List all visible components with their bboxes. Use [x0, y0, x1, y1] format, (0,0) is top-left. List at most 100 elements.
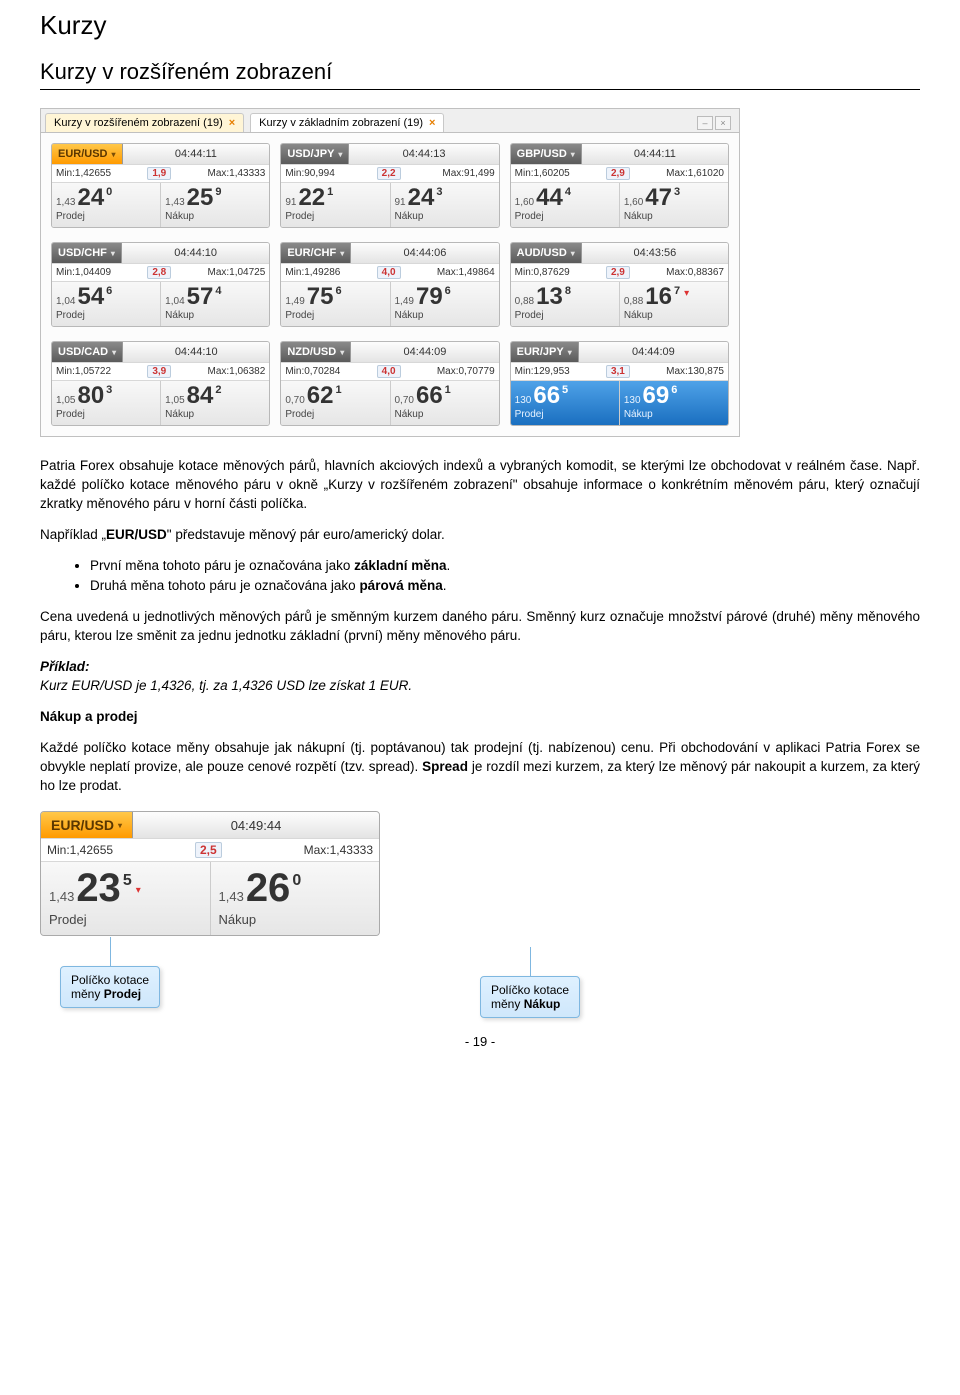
price-prefix: 1,43: [219, 889, 244, 904]
buy-label: Nákup: [624, 409, 724, 420]
callout-buy: Políčko kotace měny Nákup: [480, 976, 580, 1018]
buy-price-cell[interactable]: 0,70 66 1 Nákup: [390, 381, 499, 425]
pair-selector[interactable]: USD/JPY ▾: [281, 144, 349, 164]
down-arrow-icon: ▾: [684, 288, 689, 299]
price-prefix: 91: [285, 197, 296, 208]
spread-value: 2,9: [606, 167, 630, 180]
paragraph: Patria Forex obsahuje kotace měnových pá…: [40, 457, 920, 514]
sell-label: Prodej: [49, 912, 202, 927]
price-big: 25: [187, 186, 214, 210]
price-big: 62: [307, 384, 334, 408]
buy-price-cell[interactable]: 1,60 47 3 Nákup: [619, 183, 728, 227]
pair-selector[interactable]: NZD/USD ▾: [281, 342, 351, 362]
price-pip: 5: [562, 384, 568, 396]
pair-label: USD/JPY: [287, 148, 334, 160]
quote-tile: USD/JPY ▾ 04:44:13 Min:90,994 2,2 Max:91…: [280, 143, 499, 228]
quote-time: 04:44:09: [351, 342, 498, 362]
sell-price-cell[interactable]: 91 22 1 Prodej: [281, 183, 389, 227]
paragraph: Cena uvedená u jednotlivých měnových pár…: [40, 608, 920, 646]
price-pip: 0: [106, 186, 112, 198]
sell-price-cell[interactable]: 1,05 80 3 Prodej: [52, 381, 160, 425]
buy-label: Nákup: [219, 912, 372, 927]
buy-price-cell[interactable]: 1,49 79 6 Nákup: [390, 282, 499, 326]
pair-selector[interactable]: EUR/JPY ▾: [511, 342, 579, 362]
window-controls: – ×: [697, 116, 735, 130]
min-value: Min:0,87629: [515, 267, 570, 278]
quote-time: 04:44:11: [582, 144, 728, 164]
bullet-list: První měna tohoto páru je označována jak…: [90, 557, 920, 597]
pair-selector[interactable]: GBP/USD ▾: [511, 144, 582, 164]
sell-price-cell[interactable]: 130 66 5 Prodej: [511, 381, 619, 425]
minimize-icon[interactable]: –: [697, 116, 713, 130]
price-prefix: 1,05: [165, 395, 184, 406]
pair-selector[interactable]: USD/CHF ▾: [52, 243, 122, 263]
price-big: 22: [298, 186, 325, 210]
pair-selector[interactable]: EUR/USD ▾: [52, 144, 123, 164]
price-pip: 4: [215, 285, 221, 297]
tab-basic[interactable]: Kurzy v základním zobrazení (19) ×: [250, 113, 444, 132]
pair-selector[interactable]: EUR/USD ▾: [41, 812, 133, 838]
buy-price-cell[interactable]: 0,88 16 7 ▾ Nákup: [619, 282, 728, 326]
chevron-down-icon: ▾: [571, 150, 575, 159]
spread-value: 4,0: [377, 266, 401, 279]
buy-price-cell[interactable]: 130 69 6 Nákup: [619, 381, 728, 425]
min-value: Min:90,994: [285, 168, 334, 179]
buy-price-cell[interactable]: 91 24 3 Nákup: [390, 183, 499, 227]
quote-tile: GBP/USD ▾ 04:44:11 Min:1,60205 2,9 Max:1…: [510, 143, 729, 228]
max-value: Max:1,06382: [207, 366, 265, 377]
price-prefix: 1,05: [56, 395, 75, 406]
pair-label: EUR/USD: [51, 817, 114, 833]
buy-label: Nákup: [395, 211, 495, 222]
quote-tile: USD/CHF ▾ 04:44:10 Min:1,04409 2,8 Max:1…: [51, 242, 270, 327]
price-prefix: 1,43: [165, 197, 184, 208]
tab-extended[interactable]: Kurzy v rozšířeném zobrazení (19) ×: [45, 113, 244, 132]
max-value: Max:1,61020: [666, 168, 724, 179]
chevron-down-icon: ▾: [338, 150, 342, 159]
pair-label: AUD/USD: [517, 247, 567, 259]
quote-time: 04:44:10: [123, 342, 269, 362]
pair-selector[interactable]: EUR/CHF ▾: [281, 243, 351, 263]
price-pip: 1: [327, 186, 333, 198]
min-value: Min:0,70284: [285, 366, 340, 377]
buy-price-cell[interactable]: 1,43 25 9 Nákup: [160, 183, 269, 227]
pair-label: EUR/USD: [58, 148, 108, 160]
sell-price-cell[interactable]: 0,88 13 8 Prodej: [511, 282, 619, 326]
chevron-down-icon: ▾: [571, 249, 575, 258]
buy-label: Nákup: [395, 310, 495, 321]
pair-selector[interactable]: USD/CAD ▾: [52, 342, 123, 362]
close-icon[interactable]: ×: [229, 117, 235, 129]
chevron-down-icon: ▾: [112, 150, 116, 159]
quotes-window: Kurzy v rozšířeném zobrazení (19) × Kurz…: [40, 108, 740, 437]
price-prefix: 0,70: [285, 395, 304, 406]
sell-price-cell[interactable]: 0,70 62 1 Prodej: [281, 381, 389, 425]
pair-selector[interactable]: AUD/USD ▾: [511, 243, 582, 263]
spread-value: 2,9: [606, 266, 630, 279]
close-icon[interactable]: ×: [715, 116, 731, 130]
buy-price-cell[interactable]: 1,05 84 2 Nákup: [160, 381, 269, 425]
buy-price-cell[interactable]: 1,43 26 0 Nákup: [210, 862, 380, 935]
buy-label: Nákup: [165, 211, 265, 222]
price-big: 47: [645, 186, 672, 210]
price-pip: 9: [215, 186, 221, 198]
example: Příklad: Kurz EUR/USD je 1,4326, tj. za …: [40, 658, 920, 696]
sell-price-cell[interactable]: 1,49 75 6 Prodej: [281, 282, 389, 326]
price-prefix: 130: [515, 395, 532, 406]
buy-label: Nákup: [624, 211, 724, 222]
sell-price-cell[interactable]: 1,04 54 6 Prodej: [52, 282, 160, 326]
quote-tile: EUR/CHF ▾ 04:44:06 Min:1,49286 4,0 Max:1…: [280, 242, 499, 327]
price-big: 80: [77, 384, 104, 408]
sell-price-cell[interactable]: 1,43 23 5 ▾ Prodej: [41, 862, 210, 935]
close-icon[interactable]: ×: [429, 117, 435, 129]
price-pip: 1: [336, 384, 342, 396]
max-value: Max:1,43333: [304, 843, 373, 857]
price-pip: 6: [445, 285, 451, 297]
tab-label: Kurzy v základním zobrazení (19): [259, 117, 423, 129]
min-value: Min:1,42655: [47, 843, 113, 857]
sell-label: Prodej: [515, 310, 615, 321]
sell-price-cell[interactable]: 1,60 44 4 Prodej: [511, 183, 619, 227]
buy-price-cell[interactable]: 1,04 57 4 Nákup: [160, 282, 269, 326]
page-number: - 19 -: [40, 1034, 920, 1049]
sell-price-cell[interactable]: 1,43 24 0 Prodej: [52, 183, 160, 227]
price-prefix: 0,70: [395, 395, 414, 406]
max-value: Max:1,43333: [207, 168, 265, 179]
